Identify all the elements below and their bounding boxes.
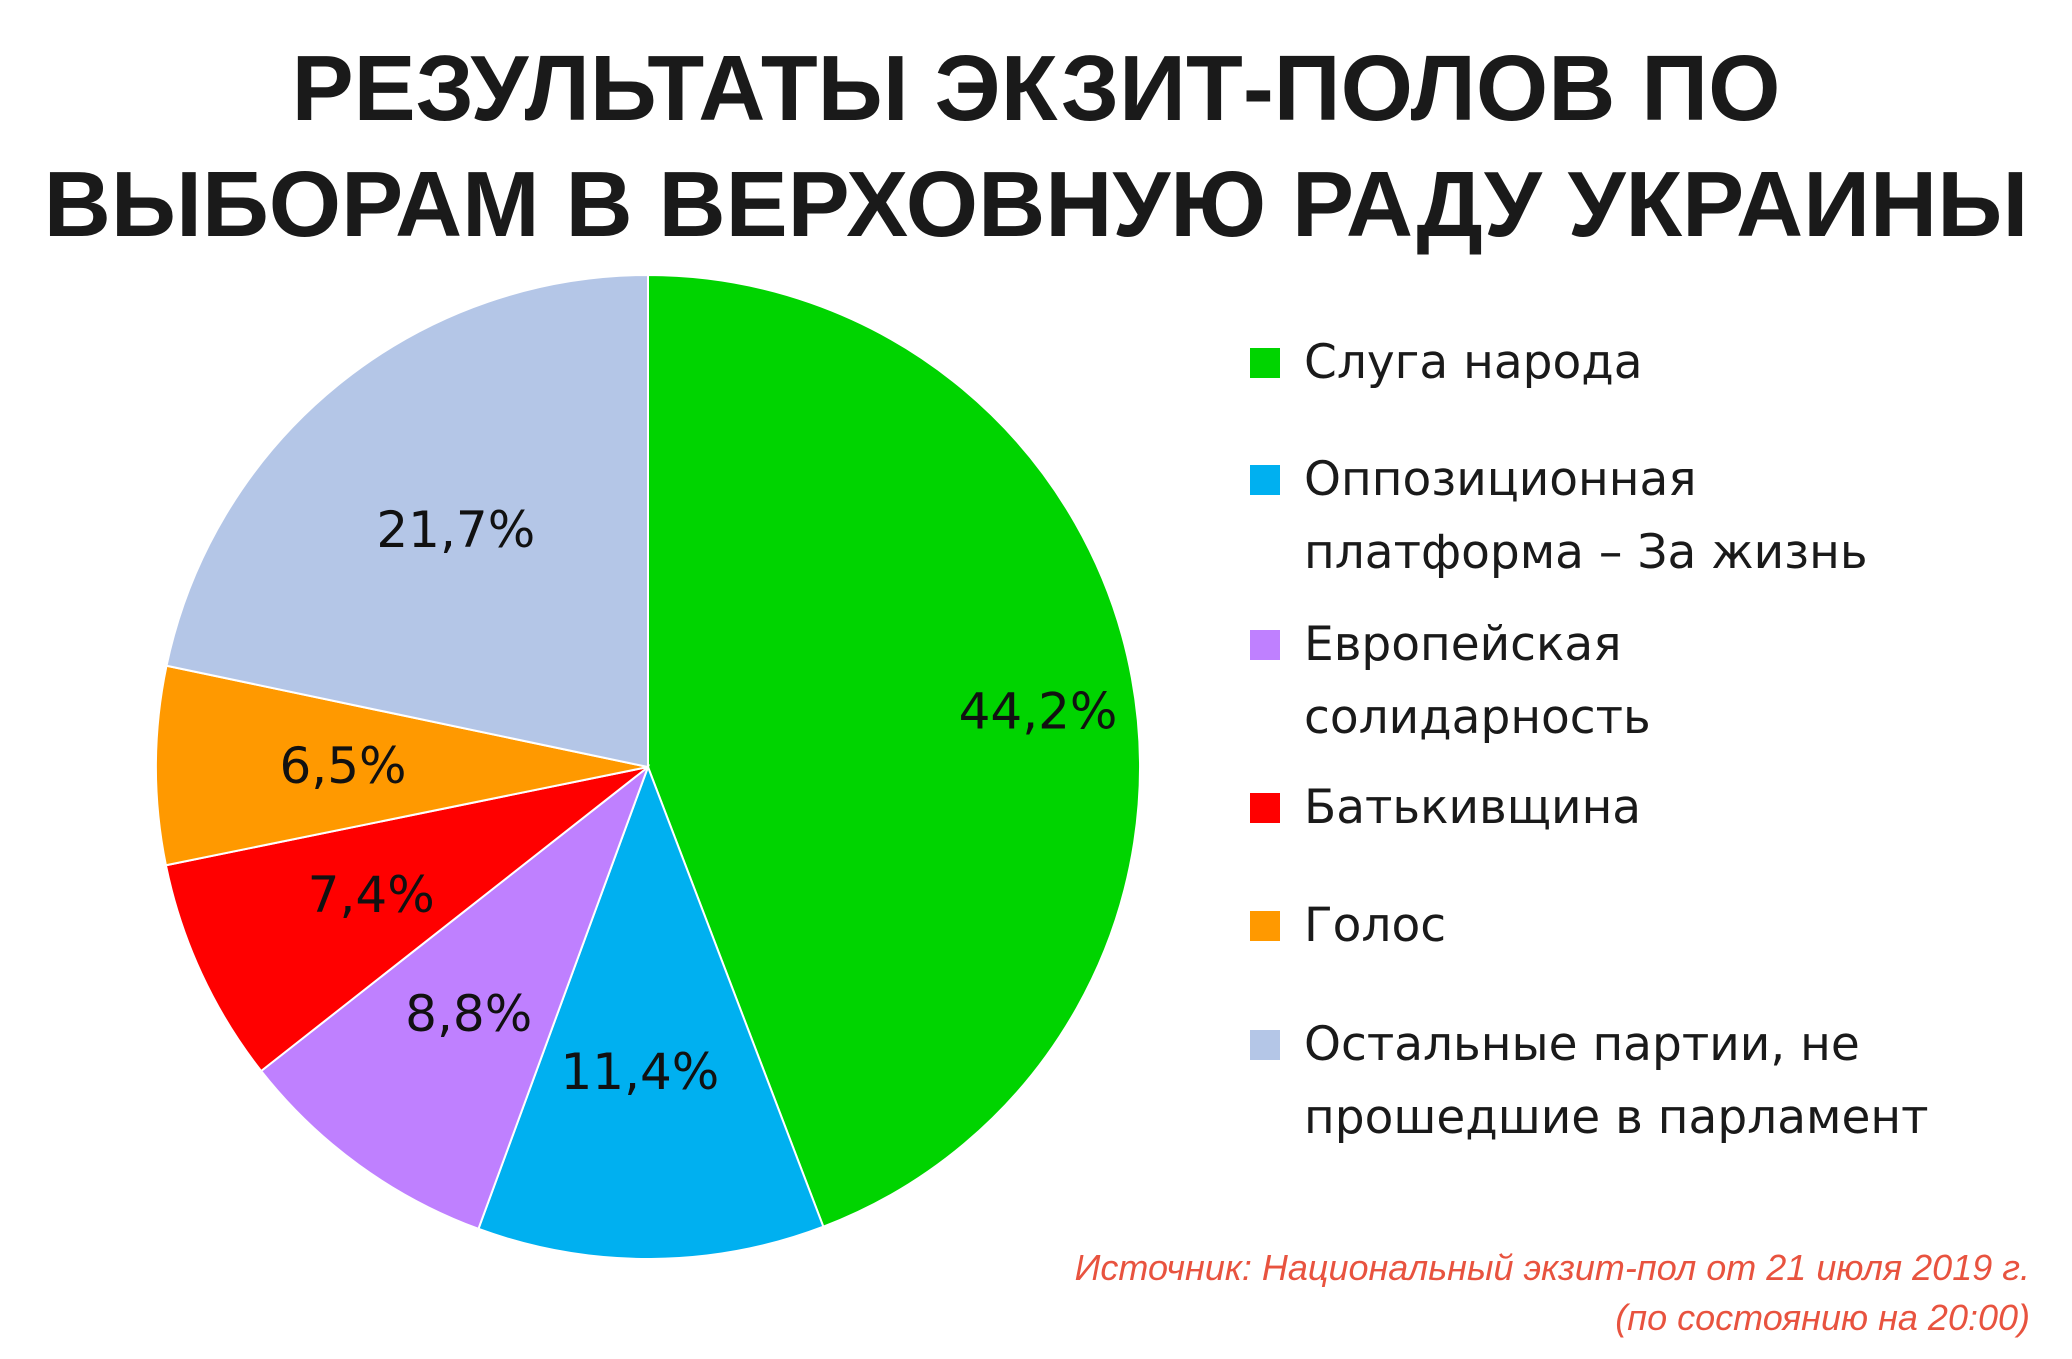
slice-label-5: 6,5% [279,737,406,795]
legend-label-4-line-1: Батькивщина [1304,780,1642,835]
pie-labels: 44,2% 11,4% 8,8% 7,4% 6,5% 21,7% [279,501,1117,1101]
legend-swatch-6 [1250,1030,1280,1060]
legend-label-5-line-1: Голос [1304,898,1447,953]
pie-slice-2 [477,764,825,1260]
legend-label-3: Европейская солидарность [1304,608,2044,754]
slice-label-2: 11,4% [560,1043,719,1101]
chart-title-line-1: РЕЗУЛЬТАТЫ ЭКЗИТ-ПОЛОВ ПО [291,36,1781,140]
pie-slices [155,273,1141,1260]
pie-slice-5 [155,664,649,867]
legend-swatch-2 [1250,465,1280,495]
legend-label-3-line-2: солидарность [1304,690,1651,745]
legend-label-2-line-1: Оппозиционная [1304,452,1697,507]
slice-label-6: 21,7% [376,501,535,559]
legend-label-5: Голос [1304,889,2044,962]
legend-label-2: Оппозиционная платформа – За жизнь [1304,443,2044,589]
source-note: Источник: Национальный экзит-пол от 21 и… [1075,1243,2030,1343]
legend-label-6-line-1: Остальные партии, не [1304,1017,1860,1072]
legend-label-3-line-1: Европейская [1304,617,1622,672]
slice-label-1: 44,2% [959,683,1118,741]
source-line-2: (по состоянию на 20:00) [1615,1297,2030,1338]
pie-slice-4 [164,766,649,1073]
legend-swatch-3 [1250,630,1280,660]
legend-label-1-line-1: Слуга народа [1304,335,1643,390]
pie-slice-3 [259,764,651,1231]
legend-swatch-1 [1250,348,1280,378]
chart-title: РЕЗУЛЬТАТЫ ЭКЗИТ-ПОЛОВ ПО ВЫБОРАМ В ВЕРХ… [0,30,2072,262]
legend-label-4: Батькивщина [1304,771,2044,844]
legend-swatch-4 [1250,793,1280,823]
slice-label-4: 7,4% [308,866,435,924]
legend-label-6-line-2: прошедшие в парламент [1304,1090,1929,1145]
chart-title-line-2: ВЫБОРАМ В ВЕРХОВНУЮ РАДУ УКРАИНЫ [43,152,2029,256]
pie-slice-6 [165,273,649,769]
legend-label-1: Слуга народа [1304,326,2044,399]
legend-swatch-5 [1250,911,1280,941]
pie-slice-1 [647,273,1141,1228]
legend-label-6: Остальные партии, не прошедшие в парламен… [1304,1008,2044,1154]
legend-label-2-line-2: платформа – За жизнь [1304,525,1868,580]
source-line-1: Источник: Национальный экзит-пол от 21 и… [1074,1247,2030,1288]
slice-label-3: 8,8% [405,985,532,1043]
